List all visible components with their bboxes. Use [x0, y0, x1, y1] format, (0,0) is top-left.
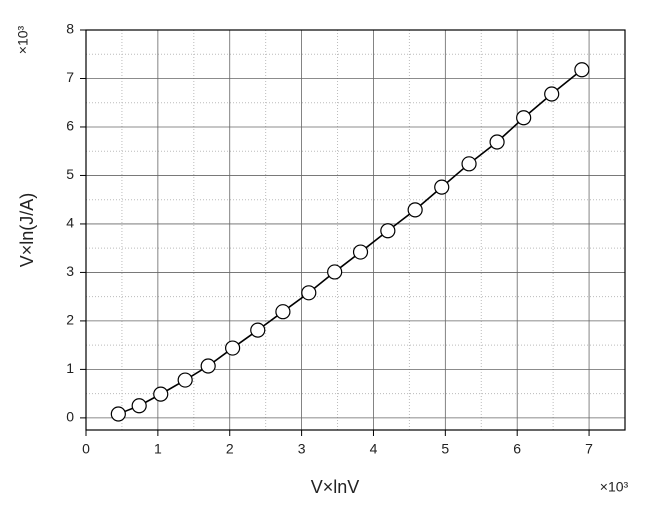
y-tick-label: 8: [66, 21, 74, 37]
data-point: [434, 179, 450, 195]
plot-frame: [85, 29, 626, 431]
y-tick-label: 1: [66, 360, 74, 376]
x-tick-label: 4: [370, 441, 378, 457]
y-tick-label: 2: [66, 312, 74, 328]
data-point: [574, 62, 590, 78]
data-point: [275, 304, 291, 320]
x-multiplier: ×10³: [600, 479, 629, 495]
data-point: [177, 372, 193, 388]
x-axis-title: V×lnV: [311, 477, 360, 497]
y-tick-label: 5: [66, 166, 74, 182]
x-tick-label: 3: [298, 441, 306, 457]
x-tick-label: 2: [226, 441, 234, 457]
y-multiplier: ×10³: [15, 25, 31, 54]
y-tick-label: 3: [66, 263, 74, 279]
y-tick-label: 7: [66, 69, 74, 85]
data-point: [516, 110, 532, 126]
y-tick-label: 4: [66, 215, 74, 231]
data-point: [250, 322, 266, 338]
data-point: [301, 285, 317, 301]
y-tick-label: 0: [66, 409, 74, 425]
data-point: [327, 264, 343, 280]
x-tick-label: 6: [513, 441, 521, 457]
data-point: [153, 386, 169, 402]
x-tick-label: 5: [441, 441, 449, 457]
data-point: [544, 86, 560, 102]
data-point: [461, 156, 477, 172]
data-point: [407, 202, 423, 218]
x-tick-label: 1: [154, 441, 162, 457]
y-axis-title: V×ln(J/A): [17, 193, 37, 268]
data-point: [200, 358, 216, 374]
data-point: [489, 134, 505, 150]
data-point: [380, 223, 396, 239]
data-point: [110, 406, 126, 422]
data-point: [131, 398, 147, 414]
y-tick-label: 6: [66, 118, 74, 134]
data-point: [225, 340, 241, 356]
series-line: [118, 69, 583, 415]
x-tick-label: 0: [82, 441, 90, 457]
data-point: [352, 244, 369, 260]
x-tick-label: 7: [585, 441, 593, 457]
